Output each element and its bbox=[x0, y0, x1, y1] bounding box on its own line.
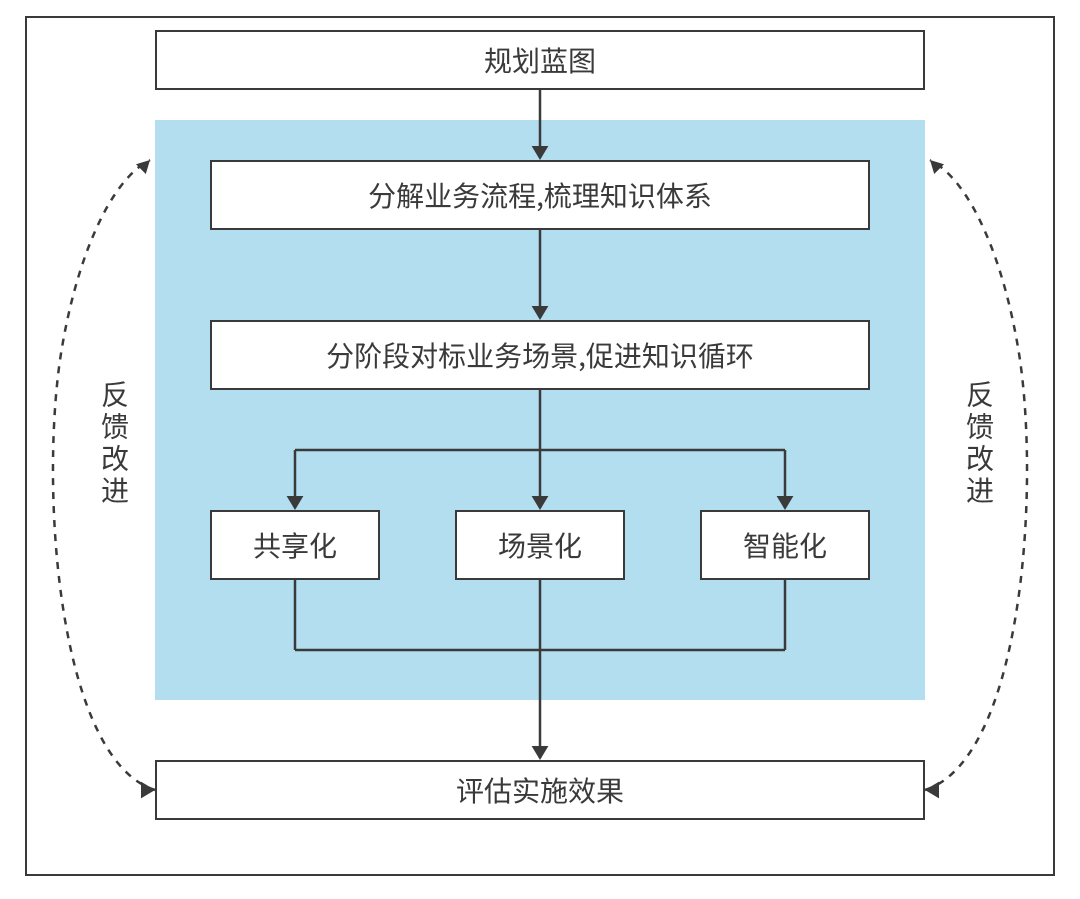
box-bottom-label: 评估实施效果 bbox=[456, 770, 624, 810]
box-leaf2-label: 场景化 bbox=[498, 525, 582, 565]
box-step1-label: 分解业务流程,梳理知识体系 bbox=[368, 175, 712, 215]
feedback-left-label: 反馈改进 bbox=[95, 380, 135, 508]
box-leaf1: 共享化 bbox=[210, 510, 380, 580]
box-top-label: 规划蓝图 bbox=[484, 40, 596, 80]
box-step1: 分解业务流程,梳理知识体系 bbox=[210, 160, 870, 230]
box-bottom: 评估实施效果 bbox=[155, 760, 925, 820]
diagram-canvas: 规划蓝图 分解业务流程,梳理知识体系 分阶段对标业务场景,促进知识循环 共享化 … bbox=[0, 0, 1080, 899]
box-top: 规划蓝图 bbox=[155, 30, 925, 90]
box-step2-label: 分阶段对标业务场景,促进知识循环 bbox=[326, 335, 754, 375]
box-leaf2: 场景化 bbox=[455, 510, 625, 580]
box-leaf3-label: 智能化 bbox=[743, 525, 827, 565]
box-leaf1-label: 共享化 bbox=[253, 525, 337, 565]
box-leaf3: 智能化 bbox=[700, 510, 870, 580]
feedback-right-label: 反馈改进 bbox=[960, 380, 1000, 508]
box-step2: 分阶段对标业务场景,促进知识循环 bbox=[210, 320, 870, 390]
